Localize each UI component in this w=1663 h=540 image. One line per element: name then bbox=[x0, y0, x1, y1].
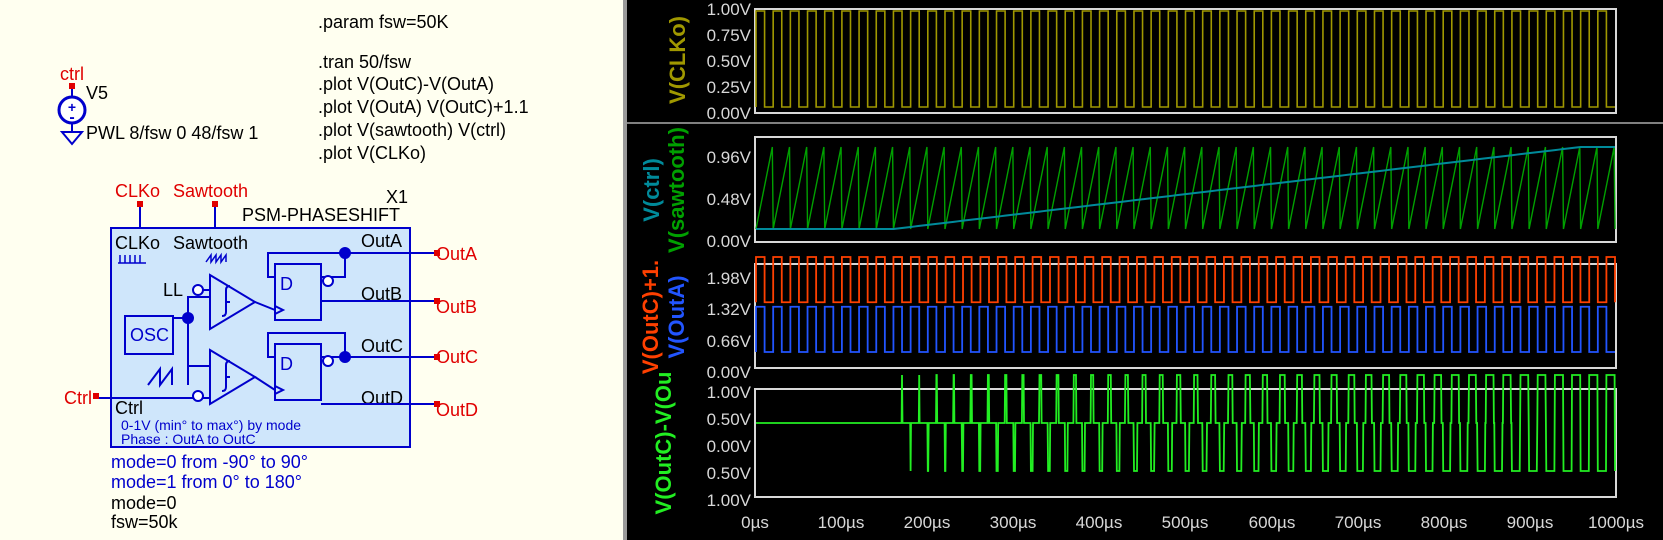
pane-diff-ylabel[interactable]: V(OutC)-V(Ou bbox=[651, 372, 676, 515]
svg-text:+: + bbox=[68, 99, 76, 115]
param-mode[interactable]: mode=0 bbox=[111, 493, 177, 513]
y-tick: 0.25V bbox=[707, 78, 752, 97]
y-tick: 0.50V bbox=[707, 52, 752, 71]
block-model[interactable]: PSM-PHASESHIFT bbox=[242, 205, 400, 225]
comparator-1-icon bbox=[209, 273, 257, 331]
directive-plot-outs[interactable]: .plot V(OutA) V(OutC)+1.1 bbox=[318, 97, 529, 117]
ramp-icon bbox=[147, 366, 173, 388]
pane-outc-ylabel[interactable]: V(OutC)+1. bbox=[638, 260, 663, 374]
source-net-label: ctrl bbox=[60, 64, 84, 84]
source-value[interactable]: PWL 8/fsw 0 48/fsw 1 bbox=[86, 123, 258, 143]
y-tick: 1.00V bbox=[707, 491, 752, 510]
block-ref[interactable]: X1 bbox=[386, 187, 408, 207]
mode-line-1[interactable]: mode=1 from 0° to 180° bbox=[111, 472, 302, 492]
x-tick: 200µs bbox=[904, 513, 951, 532]
x-tick: 400µs bbox=[1076, 513, 1123, 532]
diff-trace bbox=[756, 374, 1616, 472]
y-tick: 0.00V bbox=[707, 437, 752, 456]
waveform-viewer[interactable]: V(CLKo) 1.00V 0.75V 0.50V 0.25V 0.00V V(… bbox=[627, 0, 1663, 540]
directive-plot-saw[interactable]: .plot V(sawtooth) V(ctrl) bbox=[318, 120, 506, 140]
outa-trace bbox=[755, 305, 1615, 353]
clock-icon bbox=[118, 255, 146, 264]
pin-label-sawtooth: Sawtooth bbox=[173, 233, 248, 253]
x-tick: 1000µs bbox=[1588, 513, 1644, 532]
y-tick: 0.50V bbox=[707, 410, 752, 429]
pane-outa-outc[interactable]: V(OutC)+1. V(OutA) 1.98V 1.32V 0.66V 0.0… bbox=[638, 256, 1617, 382]
dff-1-label: D bbox=[280, 274, 293, 294]
y-tick: 1.98V bbox=[707, 269, 752, 288]
ground-icon bbox=[59, 131, 85, 146]
osc-label: OSC bbox=[130, 325, 169, 345]
psm-phaseshift-block[interactable]: CLKo Sawtooth OutA OutB OutC OutD bbox=[96, 227, 437, 448]
y-tick: 1.00V bbox=[707, 0, 752, 19]
x-tick: 600µs bbox=[1249, 513, 1296, 532]
directive-plot-diff[interactable]: .plot V(OutC)-V(OutA) bbox=[318, 74, 494, 94]
directive-plot-clk[interactable]: .plot V(CLKo) bbox=[318, 143, 426, 163]
voltage-source-v5[interactable]: ctrl V5 + - PWL 8/fsw 0 48/fsw 1 bbox=[57, 64, 258, 146]
y-tick: 0.00V bbox=[707, 104, 752, 123]
pane-diff[interactable]: V(OutC)-V(Ou 1.00V 0.50V 0.00V 0.50V 1.0… bbox=[651, 372, 1617, 515]
ctrl-trace bbox=[756, 146, 1615, 230]
schematic-editor[interactable]: .param fsw=50K .tran 50/fsw .plot V(OutC… bbox=[0, 0, 623, 540]
pin-label-clko: CLKo bbox=[115, 233, 160, 253]
pane-clko-ylabel[interactable]: V(CLKo) bbox=[665, 16, 690, 104]
mode-line-0[interactable]: mode=0 from -90° to 90° bbox=[111, 452, 308, 472]
x-tick: 500µs bbox=[1162, 513, 1209, 532]
y-tick: 0.75V bbox=[707, 26, 752, 45]
pin-label-ctrl: Ctrl bbox=[115, 398, 143, 418]
y-tick: 0.00V bbox=[707, 363, 752, 382]
sawtooth-icon bbox=[205, 252, 227, 265]
clko-trace bbox=[755, 10, 1615, 108]
y-tick: 0.00V bbox=[707, 232, 752, 251]
dff-2-label: D bbox=[280, 354, 293, 374]
x-tick: 100µs bbox=[818, 513, 865, 532]
sawtooth-trace bbox=[755, 146, 1616, 230]
x-axis: 0µs 100µs 200µs 300µs 400µs 500µs 600µs … bbox=[741, 513, 1644, 532]
y-tick: 0.96V bbox=[707, 148, 752, 167]
net-label-outb[interactable]: OutB bbox=[436, 297, 477, 317]
directive-param[interactable]: .param fsw=50K bbox=[318, 12, 449, 32]
net-label-ctrl[interactable]: Ctrl bbox=[64, 388, 92, 408]
pane-saw-ylabel[interactable]: V(sawtooth) bbox=[664, 127, 689, 253]
y-tick: 0.66V bbox=[707, 332, 752, 351]
pin-label-outc: OutC bbox=[361, 336, 403, 356]
x-tick: 300µs bbox=[990, 513, 1037, 532]
pane-ctrl-ylabel[interactable]: V(ctrl) bbox=[639, 158, 664, 222]
y-tick: 0.50V bbox=[707, 464, 752, 483]
x-tick: 700µs bbox=[1335, 513, 1382, 532]
y-tick: 1.00V bbox=[707, 383, 752, 402]
net-label-sawtooth[interactable]: Sawtooth bbox=[173, 181, 248, 201]
param-fsw[interactable]: fsw=50k bbox=[111, 512, 179, 532]
pin-label-outa: OutA bbox=[361, 231, 402, 251]
net-label-clko[interactable]: CLKo bbox=[115, 181, 160, 201]
y-tick: 1.32V bbox=[707, 300, 752, 319]
pane-outa-ylabel[interactable]: V(OutA) bbox=[664, 275, 689, 358]
oscillator-icon bbox=[124, 315, 174, 355]
block-note-phase: Phase : OutA to OutC bbox=[121, 431, 256, 447]
x-tick: 900µs bbox=[1507, 513, 1554, 532]
pin-label-outb: OutB bbox=[361, 284, 402, 304]
outc-trace bbox=[755, 256, 1616, 304]
pane-clko[interactable]: V(CLKo) 1.00V 0.75V 0.50V 0.25V 0.00V bbox=[665, 0, 1617, 123]
y-tick: 0.48V bbox=[707, 190, 752, 209]
block-note-range: 0-1V (min° to max°) by mode bbox=[121, 417, 301, 433]
pane-divider[interactable] bbox=[623, 0, 627, 540]
pane-sawtooth-ctrl[interactable]: V(ctrl) V(sawtooth) 0.96V 0.48V 0.00V bbox=[639, 127, 1617, 253]
net-label-outc[interactable]: OutC bbox=[436, 347, 478, 367]
x-tick: 0µs bbox=[741, 513, 769, 532]
source-name: V5 bbox=[86, 83, 108, 103]
svg-text:-: - bbox=[69, 109, 74, 126]
net-label-outa[interactable]: OutA bbox=[436, 244, 477, 264]
directive-tran[interactable]: .tran 50/fsw bbox=[318, 52, 412, 72]
ll-label: LL bbox=[163, 280, 183, 300]
net-label-outd[interactable]: OutD bbox=[436, 400, 478, 420]
x-tick: 800µs bbox=[1421, 513, 1468, 532]
comparator-2-icon bbox=[209, 348, 257, 406]
